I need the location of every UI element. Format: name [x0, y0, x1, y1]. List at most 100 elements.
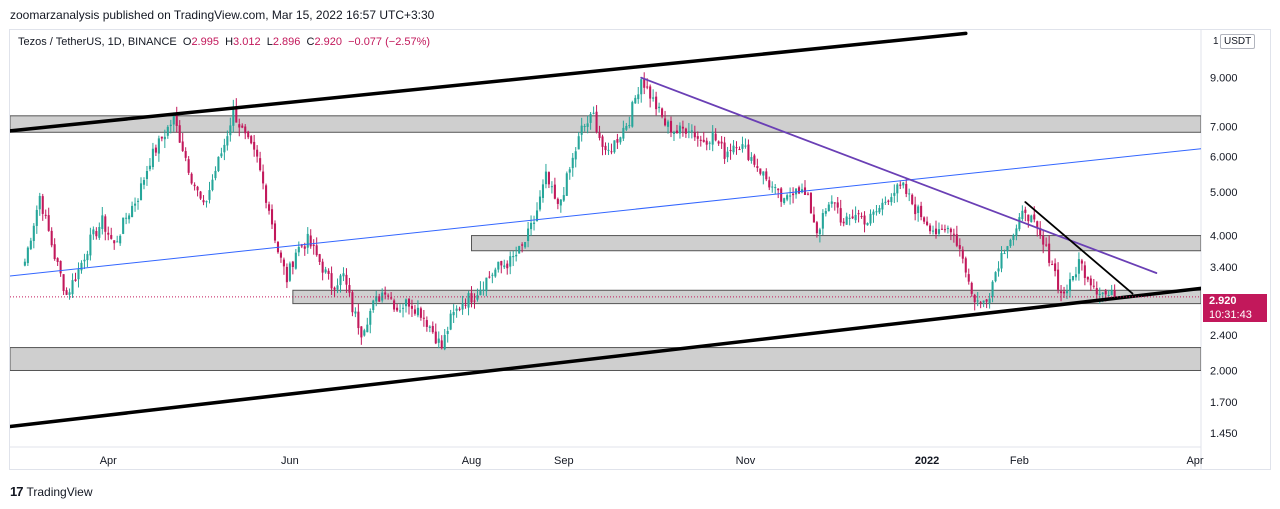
- candle-body: [473, 300, 476, 302]
- currency-selector[interactable]: USDT: [1220, 34, 1256, 49]
- candle-body: [729, 149, 732, 152]
- candle-body: [726, 151, 729, 158]
- candle-body: [190, 173, 193, 184]
- candle-body: [571, 157, 574, 169]
- candle-body: [952, 233, 955, 235]
- candle-body: [1104, 290, 1107, 295]
- candle-body: [86, 254, 89, 261]
- candle-body: [145, 171, 149, 180]
- candle-body: [131, 205, 134, 218]
- candle-body: [95, 231, 98, 237]
- candle-body: [104, 216, 107, 232]
- candle-body: [80, 262, 83, 271]
- candle-body: [1065, 291, 1069, 294]
- candle-body: [494, 269, 497, 277]
- candle-body: [744, 145, 747, 147]
- time-tick-label: Sep: [554, 455, 574, 467]
- candle-body: [71, 280, 74, 295]
- candle-body: [863, 215, 866, 225]
- time-tick-label: 2022: [915, 455, 939, 467]
- candle-body: [658, 106, 661, 109]
- candle-body: [187, 159, 190, 173]
- candle-body: [387, 295, 390, 297]
- candle-body: [872, 211, 875, 215]
- time-tick-label: Jun: [281, 455, 299, 467]
- candle-body: [896, 184, 899, 194]
- candle-body: [1012, 234, 1015, 240]
- candle-body: [482, 289, 485, 291]
- candle-body: [1054, 263, 1057, 272]
- candle-body: [693, 132, 696, 138]
- candle-body: [443, 334, 446, 350]
- price-tick-label: 2.000: [1210, 365, 1238, 377]
- candle-body: [92, 229, 95, 235]
- candle-body: [244, 126, 247, 134]
- candle-body: [797, 187, 801, 194]
- candle-body: [128, 215, 131, 220]
- candle-body: [756, 166, 759, 169]
- candle-body: [202, 200, 205, 203]
- symbol-label[interactable]: Tezos / TetherUS, 1D, BINANCE: [18, 36, 177, 48]
- candle-body: [556, 198, 559, 204]
- candle-body: [485, 277, 488, 292]
- candle-body: [1089, 278, 1092, 286]
- candle-body: [899, 184, 902, 186]
- candle-body: [467, 293, 470, 308]
- candle-body: [809, 192, 812, 214]
- trendline-channel-upper: [10, 31, 968, 133]
- candle-body: [309, 235, 312, 247]
- candle-body: [205, 201, 208, 203]
- candle-body: [181, 141, 184, 151]
- candle-body: [506, 263, 509, 269]
- candle-body: [518, 246, 521, 254]
- candle-body: [905, 183, 908, 194]
- candle-body: [857, 213, 860, 215]
- candle-body: [955, 234, 958, 246]
- publish-info: zoomarzanalysis published on TradingView…: [10, 8, 435, 22]
- candle-body: [893, 192, 896, 196]
- candle-body: [125, 217, 128, 219]
- candle-body: [166, 126, 169, 136]
- candle-body: [354, 311, 357, 314]
- candle-body: [964, 258, 967, 273]
- candle-body: [428, 326, 431, 328]
- candle-body: [696, 136, 699, 139]
- candle-body: [1095, 288, 1098, 295]
- candle-body: [509, 256, 512, 267]
- candle-body: [598, 132, 601, 139]
- footer-brand[interactable]: 17 TradingView: [10, 484, 93, 499]
- candle-body: [926, 221, 929, 226]
- candle-body: [741, 144, 744, 149]
- price-tick-label: 6.000: [1210, 152, 1238, 164]
- candle-body: [943, 229, 946, 231]
- candle-body: [875, 211, 878, 213]
- candle-body: [577, 136, 580, 150]
- candle-body: [678, 125, 681, 134]
- time-tick-label: Aug: [462, 455, 482, 467]
- candle-body: [464, 304, 467, 306]
- candle-body: [116, 241, 119, 243]
- trendline-channel-midline: [10, 148, 1201, 277]
- candle-body: [110, 235, 113, 239]
- candle-body: [544, 171, 547, 185]
- candle-body: [318, 254, 321, 262]
- candle-body: [890, 197, 893, 203]
- candle-body: [452, 312, 455, 316]
- candle-body: [241, 125, 244, 128]
- candle-body: [446, 331, 449, 335]
- candle-body: [35, 209, 38, 226]
- candle-body: [923, 217, 926, 222]
- candle-body: [792, 193, 795, 196]
- candle-body: [458, 308, 461, 310]
- candle-body: [416, 307, 419, 316]
- candle-body: [759, 168, 762, 174]
- candle-body: [1045, 244, 1048, 246]
- candle-body: [363, 330, 366, 336]
- candle-body: [836, 202, 839, 208]
- candle-body: [973, 294, 976, 303]
- candle-body: [1021, 210, 1024, 220]
- candle-body: [884, 201, 887, 203]
- candle-body: [661, 108, 664, 117]
- candle-body: [122, 217, 125, 234]
